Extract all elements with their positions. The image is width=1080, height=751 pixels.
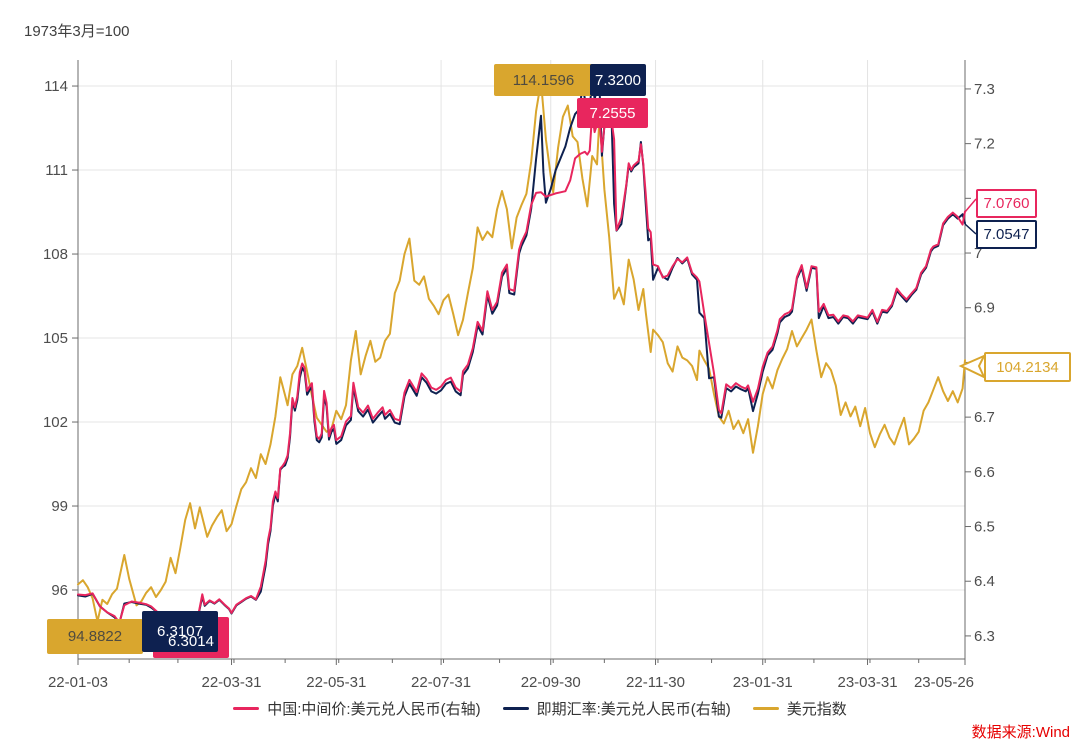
label-spot-latest-value: 7.0547: [983, 226, 1030, 243]
parity-latest-connector: [964, 198, 977, 213]
x-axis-tick-label: 22-01-03: [48, 674, 108, 691]
data-source-note: 数据来源:Wind: [971, 724, 1070, 741]
right-axis-tick-label: 6.9: [974, 300, 995, 317]
dxy-latest-pointer: [958, 353, 987, 380]
label-dxy-min: 94.8822: [47, 619, 143, 654]
legend-line-swatch-spot: [502, 706, 529, 711]
right-axis-tick-label: 7: [974, 245, 982, 262]
series-line-0[interactable]: [77, 80, 966, 623]
left-axis-tick-label: 111: [45, 162, 68, 179]
left-axis-tick-label: 99: [51, 498, 68, 515]
label-parity-max: 7.2555: [577, 98, 648, 128]
label-spot-latest: 7.0547: [976, 220, 1037, 249]
right-axis-tick-label: 7.2: [974, 136, 995, 153]
label-spot-max: 7.3200: [590, 64, 646, 96]
left-axis-tick-label: 108: [43, 246, 68, 263]
spot-latest-connector: [964, 223, 977, 235]
label-parity-max-value: 7.2555: [589, 104, 636, 122]
left-axis-tick-label: 102: [43, 414, 68, 431]
legend-line-swatch-dxy: [752, 706, 779, 711]
right-axis-tick-label: 6.7: [974, 409, 995, 426]
right-axis-tick-label: 6.3: [974, 628, 995, 645]
x-axis-tick-label: 23-01-31: [733, 674, 793, 691]
page-title: 1973年3月=100: [24, 23, 130, 40]
legend-label-spot: 即期汇率:美元兑人民币(右轴): [536, 701, 731, 718]
right-axis-tick-label: 6.4: [974, 573, 995, 590]
label-parity-min-value: 6.3014: [168, 633, 214, 650]
label-parity-latest-value: 7.0760: [983, 195, 1030, 212]
series-line-2[interactable]: [77, 112, 966, 637]
x-axis-tick-label: 22-03-31: [201, 674, 261, 691]
right-axis-tick-label: 6.5: [974, 519, 995, 536]
x-axis-tick-label: 22-07-31: [411, 674, 471, 691]
legend-item-dxy[interactable]: 美元指数: [752, 698, 847, 719]
label-dxy-max: 114.1596: [494, 64, 593, 96]
x-axis-tick-label: 22-05-31: [306, 674, 366, 691]
legend-line-swatch-parity: [233, 706, 260, 711]
right-axis-tick-label: 7.3: [974, 81, 995, 98]
label-spot-min: 6.3107: [142, 611, 218, 652]
legend: 中国:中间价:美元兑人民币(右轴) 即期汇率:美元兑人民币(右轴) 美元指数: [0, 698, 1080, 719]
x-axis-tick-label: 23-05-26: [914, 674, 974, 691]
legend-item-parity[interactable]: 中国:中间价:美元兑人民币(右轴): [233, 698, 481, 719]
label-spot-max-value: 7.3200: [595, 71, 641, 89]
x-axis-tick-label: 22-11-30: [626, 674, 685, 691]
legend-label-parity: 中国:中间价:美元兑人民币(右轴): [267, 701, 481, 718]
left-axis-tick-label: 105: [43, 330, 68, 347]
label-dxy-latest-value: 104.2134: [996, 358, 1059, 376]
label-parity-latest: 7.0760: [976, 189, 1037, 218]
label-spot-min-value: 6.3107: [157, 623, 203, 640]
label-dxy-max-value: 114.1596: [512, 71, 575, 89]
x-axis-tick-label: 22-09-30: [521, 674, 581, 691]
series-line-1[interactable]: [77, 77, 966, 633]
left-axis-tick-label: 114: [44, 78, 68, 95]
right-axis-tick-label: 6.6: [974, 464, 995, 481]
x-axis-tick-label: 23-03-31: [838, 674, 898, 691]
label-dxy-min-value: 94.8822: [67, 628, 123, 645]
label-dxy-latest: 104.2134: [984, 352, 1071, 382]
legend-item-spot[interactable]: 即期汇率:美元兑人民币(右轴): [502, 698, 731, 719]
left-axis-tick-label: 96: [51, 582, 68, 599]
legend-label-dxy: 美元指数: [786, 701, 847, 718]
